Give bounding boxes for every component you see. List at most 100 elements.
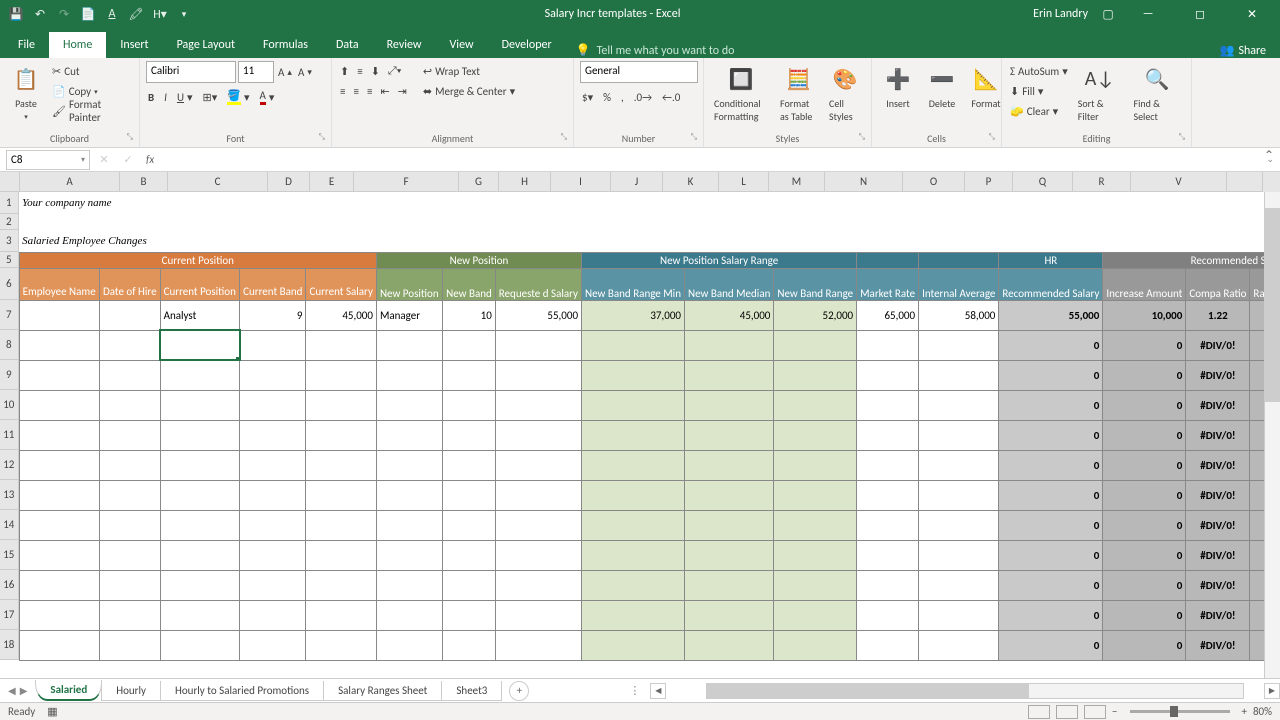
tab-file[interactable]: File [4, 32, 49, 58]
row-header-14[interactable]: 14 [0, 510, 19, 540]
clear-button[interactable]: 🧽Clear▾ [1008, 101, 1070, 121]
grow-font-button[interactable]: A▴ [276, 62, 294, 82]
col-header-M[interactable]: M [769, 172, 825, 192]
comma-button[interactable]: , [619, 87, 626, 107]
horizontal-scrollbar[interactable] [706, 683, 1244, 699]
align-bottom[interactable]: ⬇ [369, 61, 382, 81]
tell-me[interactable]: 💡Tell me what you want to do [576, 43, 735, 58]
sheet-tab-salaried[interactable]: Salaried [35, 680, 102, 701]
sheet-tab-promotions[interactable]: Hourly to Salaried Promotions [160, 681, 324, 701]
conditional-formatting-button[interactable]: 🔲Conditional Formatting [710, 61, 772, 125]
dec-indent[interactable]: ⇤ [378, 81, 391, 101]
view-break-button[interactable] [1084, 705, 1106, 719]
merge-center-button[interactable]: ⬌Merge & Center▾ [421, 81, 517, 101]
worksheet-grid[interactable]: ABCDEFGHIJKLMNOPQRV 12356789101112131415… [0, 172, 1280, 672]
col-header-H[interactable]: H [499, 172, 551, 192]
save-icon[interactable]: 💾 [8, 6, 24, 22]
formula-input[interactable] [160, 150, 1260, 170]
col-header-K[interactable]: K [663, 172, 719, 192]
row-header-1[interactable]: 1 [0, 192, 19, 214]
cut-button[interactable]: ✂Cut [50, 61, 133, 81]
qat-icon-4[interactable]: H▾ [152, 6, 168, 22]
tab-view[interactable]: View [436, 32, 488, 58]
row-header-6[interactable]: 6 [0, 268, 19, 300]
fill-color-button[interactable]: 🪣▾ [225, 87, 251, 107]
tab-developer[interactable]: Developer [488, 32, 566, 58]
fx-icon[interactable]: fx [140, 153, 160, 166]
format-painter-button[interactable]: 🖌Format Painter [50, 101, 133, 121]
row-header-11[interactable]: 11 [0, 420, 19, 450]
sheet-tab-hourly[interactable]: Hourly [101, 681, 161, 701]
col-header-A[interactable]: A [20, 172, 120, 192]
align-top[interactable]: ⬆ [338, 61, 351, 81]
scroll-left-icon[interactable]: ◀ [650, 683, 666, 699]
align-center[interactable]: ≡ [351, 81, 360, 101]
tab-data[interactable]: Data [322, 32, 373, 58]
zoom-in-button[interactable]: + [1242, 705, 1247, 718]
col-header-F[interactable]: F [354, 172, 459, 192]
paste-button[interactable]: 📋Paste▾ [6, 61, 46, 123]
dec-decimal-button[interactable]: ←.0 [660, 87, 682, 107]
number-format-select[interactable]: General [580, 61, 698, 83]
sort-filter-button[interactable]: A↓Sort & Filter [1074, 61, 1126, 125]
align-left[interactable]: ≡ [338, 81, 347, 101]
tab-formulas[interactable]: Formulas [249, 32, 322, 58]
underline-button[interactable]: U▾ [175, 87, 195, 107]
col-header-O[interactable]: O [903, 172, 965, 192]
view-page-button[interactable] [1056, 705, 1078, 719]
format-cells-button[interactable]: 📐Format [966, 61, 1006, 112]
font-name-select[interactable]: Calibri [146, 61, 236, 83]
macro-icon[interactable]: ▦ [47, 705, 57, 718]
bold-button[interactable]: B [146, 87, 156, 107]
col-header-B[interactable]: B [120, 172, 168, 192]
format-as-table-button[interactable]: 🧮Format as Table [776, 61, 821, 125]
vertical-scrollbar[interactable] [1264, 192, 1280, 678]
cancel-formula-icon[interactable]: ✕ [92, 153, 116, 166]
name-box[interactable]: C8▾ [6, 150, 90, 170]
inc-indent[interactable]: ⇥ [396, 81, 409, 101]
view-normal-button[interactable] [1028, 705, 1050, 719]
row-header-17[interactable]: 17 [0, 600, 19, 630]
tab-review[interactable]: Review [373, 32, 436, 58]
close-button[interactable]: ✕ [1232, 0, 1272, 28]
wrap-text-button[interactable]: ↩Wrap Text [421, 61, 517, 81]
font-size-select[interactable]: 11 [238, 61, 274, 83]
delete-cells-button[interactable]: ➖Delete [922, 61, 962, 112]
col-header-Q[interactable]: Q [1013, 172, 1073, 192]
qat-icon-2[interactable]: A [104, 6, 120, 22]
col-header-I[interactable]: I [551, 172, 611, 192]
col-header-D[interactable]: D [268, 172, 310, 192]
row-header-5[interactable]: 5 [0, 252, 19, 268]
row-header-9[interactable]: 9 [0, 360, 19, 390]
tab-insert[interactable]: Insert [106, 32, 162, 58]
col-header-N[interactable]: N [825, 172, 903, 192]
zoom-out-button[interactable]: − [1112, 705, 1117, 718]
selected-cell[interactable] [160, 330, 240, 360]
col-header-V[interactable]: V [1131, 172, 1227, 192]
select-all-corner[interactable] [0, 172, 20, 192]
zoom-level[interactable]: 80% [1253, 705, 1272, 718]
qat-icon-1[interactable]: 📄 [80, 6, 96, 22]
col-header-C[interactable]: C [168, 172, 268, 192]
row-header-3[interactable]: 3 [0, 230, 19, 252]
insert-cells-button[interactable]: ➕Insert [878, 61, 918, 112]
row-header-15[interactable]: 15 [0, 540, 19, 570]
scroll-right-icon[interactable]: ▶ [1264, 683, 1280, 699]
col-header-E[interactable]: E [310, 172, 354, 192]
fill-button[interactable]: ⬇Fill▾ [1008, 81, 1070, 101]
add-sheet-button[interactable]: + [509, 681, 529, 701]
undo-icon[interactable]: ↶ [32, 6, 48, 22]
minimize-button[interactable]: — [1128, 0, 1168, 28]
row-header-10[interactable]: 10 [0, 390, 19, 420]
col-header-J[interactable]: J [611, 172, 663, 192]
sheet-tab-ranges[interactable]: Salary Ranges Sheet [323, 681, 442, 701]
row-header-18[interactable]: 18 [0, 630, 19, 660]
autosum-button[interactable]: ΣAutoSum▾ [1008, 61, 1070, 81]
align-middle[interactable]: ≡ [355, 61, 364, 81]
col-header-L[interactable]: L [719, 172, 769, 192]
shrink-font-button[interactable]: A▾ [296, 62, 314, 82]
italic-button[interactable]: I [162, 87, 169, 107]
cell-styles-button[interactable]: 🎨Cell Styles [825, 61, 865, 125]
qat-more-icon[interactable]: ▾ [176, 6, 192, 22]
percent-button[interactable]: % [601, 87, 613, 107]
